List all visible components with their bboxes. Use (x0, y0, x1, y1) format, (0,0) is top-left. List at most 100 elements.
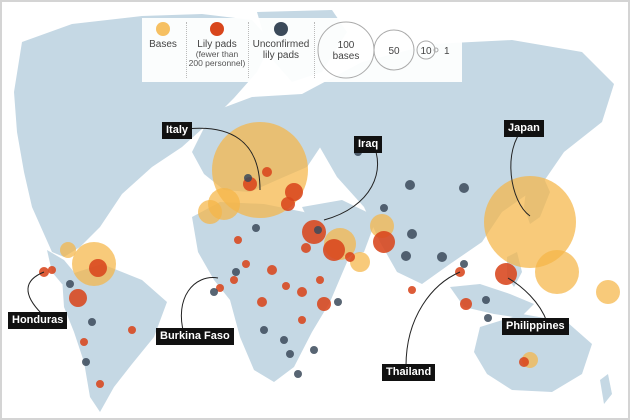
base-marker-spain (198, 200, 222, 224)
base-marker-korea (535, 250, 579, 294)
lily-pad-marker (230, 276, 238, 284)
lily-pad-marker (234, 236, 242, 244)
legend-unconfirmed: Unconfirmed lily pads (250, 18, 312, 61)
unconfirmed-marker (405, 180, 415, 190)
lily-pad-marker (317, 297, 331, 311)
callout-line-italy (177, 127, 261, 191)
new-zealand (600, 374, 612, 404)
unconfirmed-marker (401, 251, 411, 261)
size-10-label: 10 (420, 46, 432, 57)
label-italy: Italy (162, 122, 193, 139)
lily-pads-swatch-icon (210, 22, 224, 36)
size-circle-10 (416, 40, 436, 60)
lily-pad-marker (408, 286, 416, 294)
size-1-label: 1 (444, 46, 450, 57)
callout-line-thailand (405, 271, 461, 367)
unconfirmed-marker (437, 252, 447, 262)
size-100-unit: bases (333, 51, 360, 62)
unconfirmed-marker (232, 268, 240, 276)
lily-pad-marker (373, 231, 395, 253)
base-marker-japan (484, 176, 576, 268)
lily-pad-marker (282, 282, 290, 290)
size-circle-1 (433, 47, 439, 53)
lily-pad-marker (495, 263, 517, 285)
unconfirmed-marker (314, 226, 322, 234)
unconfirmed-marker (210, 288, 218, 296)
lily-pad-marker (302, 220, 326, 244)
label-japan: Japan (504, 120, 544, 137)
unconfirmed-markers (66, 148, 492, 378)
legend: Bases Lily pads (fewer than 200 personne… (142, 18, 462, 82)
lily-pad-marker (345, 252, 355, 262)
unconfirmed-marker (88, 318, 96, 326)
label-philippines: Philippines (502, 318, 569, 335)
unconfirmed-swatch-icon (274, 22, 288, 36)
legend-lily-pads-label: Lily pads (197, 39, 237, 50)
legend-bases-label: Bases (149, 39, 177, 50)
lily-pad-marker (297, 287, 307, 297)
lily-pad-marker (48, 266, 56, 274)
legend-lily-pads-note-2: 200 personnel) (188, 58, 246, 68)
lily-pad-marker (316, 276, 324, 284)
unconfirmed-marker (407, 229, 417, 239)
unconfirmed-marker (482, 296, 490, 304)
lily-pad-marker (298, 316, 306, 324)
unconfirmed-marker (310, 346, 318, 354)
unconfirmed-marker (252, 224, 260, 232)
lily-pad-marker (262, 167, 272, 177)
label-thailand: Thailand (382, 364, 436, 381)
callout-line-philippines (507, 277, 548, 323)
label-burkina-faso: Burkina Faso (156, 328, 234, 345)
unconfirmed-marker (380, 204, 388, 212)
label-honduras: Honduras (8, 312, 68, 329)
size-100-label: 100 (338, 40, 355, 51)
unconfirmed-marker (244, 174, 252, 182)
lily-pad-marker (80, 338, 88, 346)
lily-pad-marker (242, 260, 250, 268)
unconfirmed-marker (66, 280, 74, 288)
se-asia-islands (450, 284, 534, 318)
unconfirmed-marker (286, 350, 294, 358)
callout-line-honduras (27, 271, 45, 315)
legend-unconfirmed-label: Unconfirmed (252, 39, 310, 50)
callout-line-burkina (180, 277, 219, 335)
base-marker-cuba (60, 242, 76, 258)
lily-pad-marker (257, 297, 267, 307)
unconfirmed-marker (459, 183, 469, 193)
lily-pad-marker (323, 239, 345, 261)
lily-pad-marker (460, 298, 472, 310)
legend-lily-pads-note: (fewer than (195, 49, 239, 59)
legend-size-scale: 100 bases 50 10 1 (317, 21, 450, 79)
unconfirmed-marker (460, 260, 468, 268)
legend-divider (186, 22, 187, 78)
legend-lily-pads: Lily pads (fewer than 200 personnel) (188, 18, 246, 68)
lily-pad-marker (519, 357, 529, 367)
unconfirmed-marker (280, 336, 288, 344)
size-50-label: 50 (388, 46, 400, 57)
legend-bases: Bases (142, 18, 184, 50)
unconfirmed-marker (334, 298, 342, 306)
lily-pad-marker (96, 380, 104, 388)
lily-pad-marker (128, 326, 136, 334)
lily-pad-marker (281, 197, 295, 211)
unconfirmed-marker (294, 370, 302, 378)
size-circle-50 (373, 29, 415, 71)
legend-unconfirmed-label-2: lily pads (262, 50, 300, 61)
unconfirmed-marker (484, 314, 492, 322)
label-iraq: Iraq (354, 136, 383, 153)
legend-divider (314, 22, 315, 78)
lily-pad-marker (69, 289, 87, 307)
legend-divider (248, 22, 249, 78)
south-america (62, 264, 167, 412)
base-marker-pacific (596, 280, 620, 304)
unconfirmed-marker (82, 358, 90, 366)
lily-pad-marker (89, 259, 107, 277)
unconfirmed-marker (260, 326, 268, 334)
lily-pad-marker (285, 183, 303, 201)
lily-pad-marker (301, 243, 311, 253)
lily-pad-marker (267, 265, 277, 275)
lily-pad-marker (216, 284, 224, 292)
bases-swatch-icon (156, 22, 170, 36)
